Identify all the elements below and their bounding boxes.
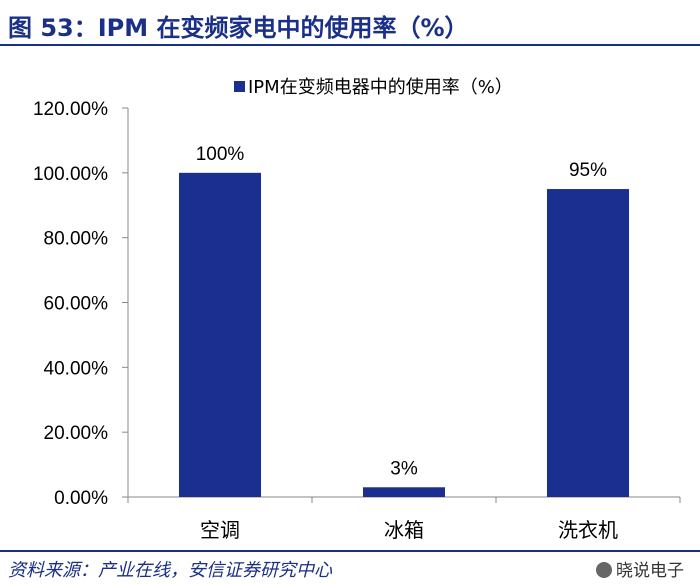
x-tick-label: 空调 xyxy=(200,518,240,542)
y-tick-label: 20.00% xyxy=(44,423,109,444)
watermark-text: 晓说电子 xyxy=(616,561,684,581)
data-label: 100% xyxy=(196,144,245,165)
legend-label: IPM在变频电器中的使用率（%） xyxy=(248,77,513,98)
source-rule xyxy=(0,550,700,552)
bar-chart: IPM在变频电器中的使用率（%） 0.00% 20.00% 40.00% 60.00% 8… xyxy=(33,77,681,542)
x-tick-label: 冰箱 xyxy=(384,518,424,542)
bar-3 xyxy=(547,189,629,497)
x-tick-label: 洗衣机 xyxy=(558,518,618,542)
y-tick-label: 120.00% xyxy=(33,99,108,120)
y-tick-label: 0.00% xyxy=(54,488,108,509)
data-label: 95% xyxy=(569,160,607,181)
bar-1 xyxy=(179,172,261,497)
watermark: 晓说电子 xyxy=(596,556,684,581)
y-tick-label: 60.00% xyxy=(44,294,109,315)
y-tick-label: 100.00% xyxy=(33,164,108,185)
bar-2 xyxy=(363,487,445,497)
wechat-icon xyxy=(596,562,612,578)
figure-title: 图 53：IPM 在变频家电中的使用率（%） xyxy=(8,14,469,42)
source-note: 资料来源：产业在线，安信证券研究中心 xyxy=(8,560,332,581)
y-tick-label: 80.00% xyxy=(44,229,109,250)
y-tick-label: 40.00% xyxy=(44,358,109,379)
legend-swatch xyxy=(234,81,245,92)
data-label: 3% xyxy=(390,458,418,479)
title-rule xyxy=(0,44,700,46)
